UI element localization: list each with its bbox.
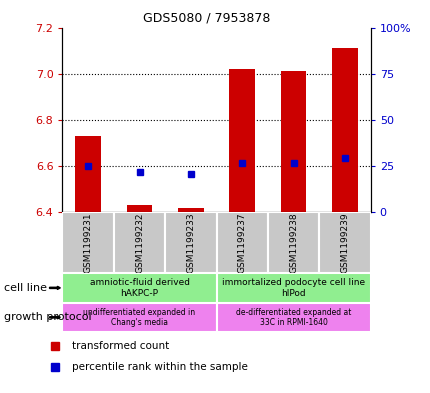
Text: undifferentiated expanded in
Chang's media: undifferentiated expanded in Chang's med…: [83, 308, 195, 327]
Text: GSM1199239: GSM1199239: [340, 212, 349, 273]
Bar: [267, 212, 319, 273]
Text: GSM1199237: GSM1199237: [237, 212, 246, 273]
Text: GSM1199231: GSM1199231: [83, 212, 92, 273]
Bar: [216, 212, 267, 273]
Text: growth protocol: growth protocol: [4, 312, 92, 322]
Text: amniotic-fluid derived
hAKPC-P: amniotic-fluid derived hAKPC-P: [89, 278, 189, 298]
Bar: [165, 212, 216, 273]
Text: percentile rank within the sample: percentile rank within the sample: [72, 362, 248, 373]
Bar: [216, 273, 370, 303]
Bar: [216, 303, 370, 332]
Bar: [62, 212, 114, 273]
Bar: [114, 212, 165, 273]
Bar: [62, 273, 216, 303]
Text: GDS5080 / 7953878: GDS5080 / 7953878: [143, 12, 270, 25]
Bar: [280, 72, 306, 212]
Text: GSM1199232: GSM1199232: [135, 213, 144, 273]
Bar: [319, 212, 370, 273]
Text: de-differentiated expanded at
33C in RPMI-1640: de-differentiated expanded at 33C in RPM…: [235, 308, 350, 327]
Text: cell line: cell line: [4, 283, 47, 293]
Bar: [62, 303, 216, 332]
Text: GSM1199238: GSM1199238: [289, 212, 298, 273]
Bar: [229, 69, 255, 212]
Text: immortalized podocyte cell line
hIPod: immortalized podocyte cell line hIPod: [221, 278, 364, 298]
Text: GSM1199233: GSM1199233: [186, 212, 195, 273]
Bar: [178, 208, 203, 212]
Text: transformed count: transformed count: [72, 341, 169, 351]
Bar: [126, 205, 152, 212]
Bar: [75, 136, 101, 212]
Bar: [332, 48, 357, 212]
